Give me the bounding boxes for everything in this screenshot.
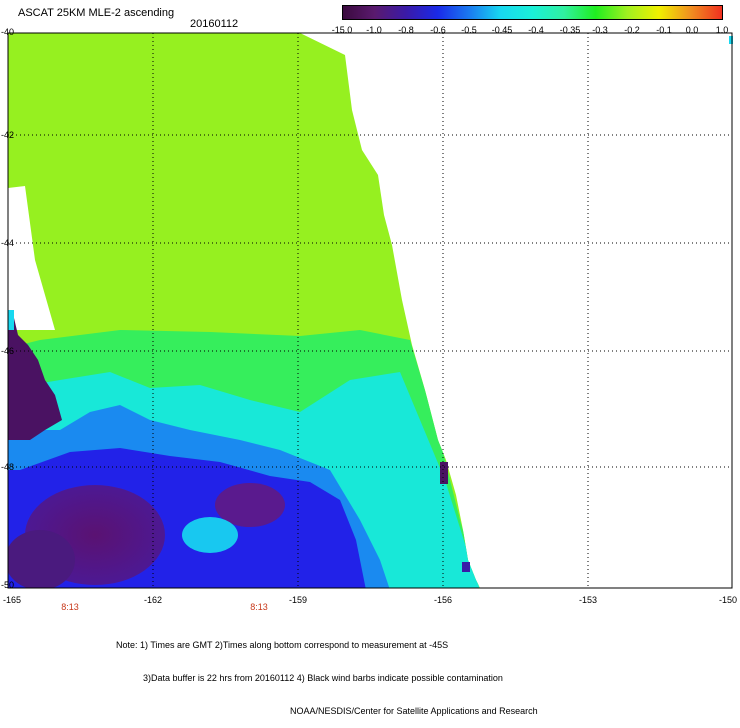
colorbar-label: -0.1	[656, 25, 672, 35]
swath-purple-2	[215, 483, 285, 527]
lat-label: -40	[1, 27, 15, 37]
lon-label: -153	[578, 595, 598, 605]
map-canvas	[7, 32, 733, 589]
time-label: 8:13	[250, 602, 268, 612]
colorbar-label: -0.8	[398, 25, 414, 35]
left-purple-strip	[8, 318, 62, 440]
lon-label: -159	[288, 595, 308, 605]
lat-label: -46	[1, 346, 15, 356]
lat-label: -44	[1, 238, 15, 248]
colorbar-label: -15.0	[331, 25, 353, 35]
notes: Note: 1) Times are GMT 2)Times along bot…	[116, 618, 538, 728]
colorbar-label: -0.35	[559, 25, 581, 35]
left-cyan-strip	[8, 310, 14, 330]
colorbar-label: -0.6	[430, 25, 446, 35]
lat-label: -50	[1, 580, 15, 590]
corner-cyan	[729, 36, 733, 44]
map-grid	[8, 33, 732, 588]
colorbar-label: -0.45	[491, 25, 513, 35]
note-line: Note: 1) Times are GMT 2)Times along bot…	[116, 640, 449, 650]
lat-label: -42	[1, 130, 15, 140]
swath-gap	[8, 186, 55, 330]
note-line: NOAA/NESDIS/Center for Satellite Applica…	[290, 706, 538, 716]
lon-label: -150	[718, 595, 738, 605]
lat-label: -48	[1, 462, 15, 472]
lon-label: -165	[2, 595, 22, 605]
map-date: 20160112	[190, 18, 239, 30]
edge-blue	[462, 562, 470, 572]
swath-purple-3	[8, 530, 75, 588]
lon-label: -162	[143, 595, 163, 605]
wind-swath	[8, 33, 480, 588]
colorbar-label: 0.0	[685, 25, 699, 35]
colorbar-label: -0.4	[528, 25, 544, 35]
colorbar-label: -0.3	[592, 25, 608, 35]
time-label: 8:13	[61, 602, 79, 612]
lon-label: -156	[433, 595, 453, 605]
swath-cyan-patch	[182, 517, 238, 553]
colorbar-label: -0.2	[624, 25, 640, 35]
note-line: 3)Data buffer is 22 hrs from 20160112 4)…	[143, 673, 503, 683]
colorbar-labels: -15.0 -1.0 -0.8 -0.6 -0.5 -0.45 -0.4 -0.…	[330, 25, 740, 37]
map-title: ASCAT 25KM MLE-2 ascending	[18, 7, 175, 19]
colorbar-label: -0.5	[461, 25, 477, 35]
colorbar-label: -1.0	[366, 25, 382, 35]
map-frame	[7, 32, 733, 589]
edge-purple-1	[440, 462, 448, 484]
colorbar	[342, 5, 723, 20]
colorbar-label: 1.0	[715, 25, 729, 35]
